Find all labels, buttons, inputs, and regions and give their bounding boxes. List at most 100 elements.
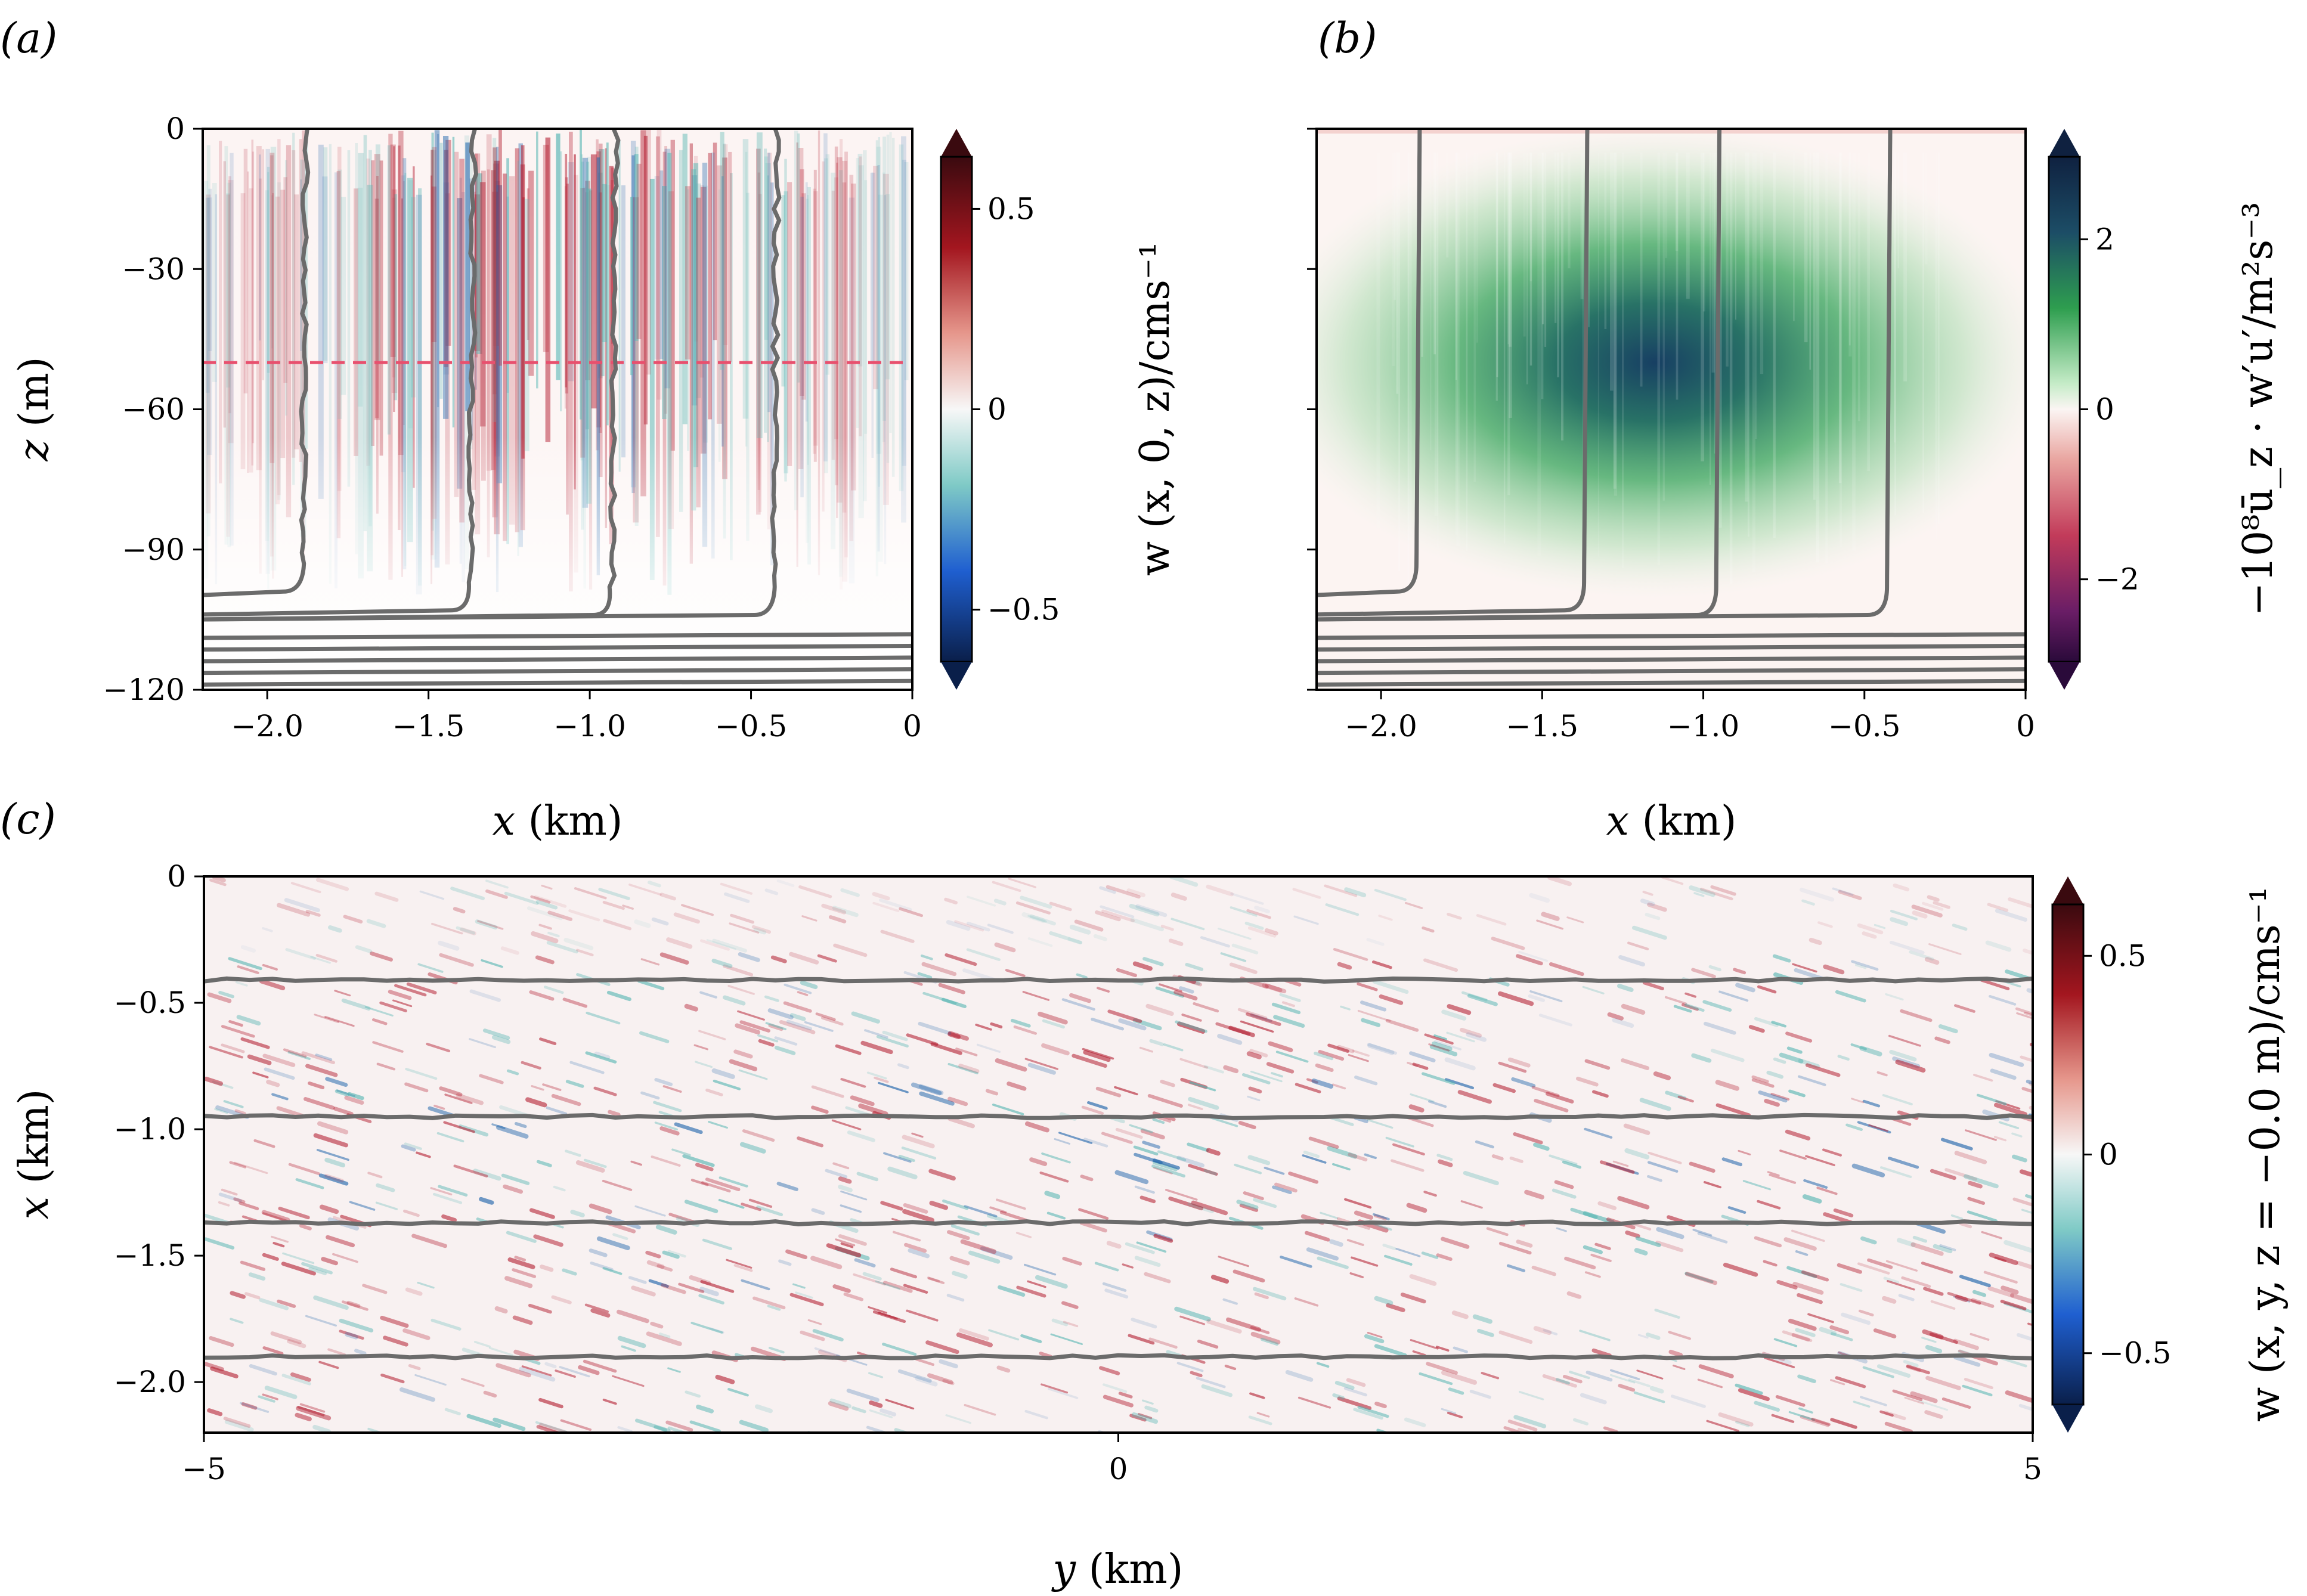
- surface-velocity-streak: [1344, 1198, 1372, 1209]
- colorbar-c-label: w (x, y, z = −0.0 m)/cms⁻¹: [2242, 887, 2289, 1422]
- surface-velocity-streak: [1924, 1410, 1943, 1419]
- surface-velocity-streak: [207, 992, 232, 1003]
- flux-streak: [1657, 153, 1661, 565]
- flux-streak: [1376, 153, 1380, 528]
- isopycnal-contour: [203, 667, 912, 675]
- surface-velocity-streak: [1668, 1331, 1692, 1340]
- surface-velocity-streak: [1788, 1318, 1817, 1331]
- surface-velocity-streak: [244, 1292, 261, 1300]
- surface-velocity-streak: [831, 1119, 862, 1130]
- surface-velocity-streak: [1782, 1330, 1813, 1343]
- surface-velocity-streak: [290, 1372, 311, 1382]
- surface-velocity-streak: [1126, 888, 1145, 897]
- surface-velocity-streak: [678, 1282, 705, 1293]
- surface-velocity-streak: [637, 979, 665, 990]
- surface-velocity-streak: [1340, 1005, 1351, 1011]
- surface-velocity-streak: [1372, 980, 1409, 994]
- surface-velocity-streak: [318, 1173, 349, 1186]
- surface-velocity-streak: [1879, 1410, 1894, 1417]
- surface-velocity-streak: [1316, 1362, 1330, 1368]
- surface-velocity-streak: [1061, 998, 1095, 1011]
- surface-velocity-streak: [218, 1192, 243, 1203]
- surface-velocity-streak: [628, 1276, 647, 1284]
- panel-c-colorbar-tick-label: 0.5: [2099, 938, 2147, 973]
- surface-velocity-streak: [1990, 1068, 2017, 1080]
- flux-streak: [1867, 153, 1871, 472]
- surface-velocity-streak: [1775, 1395, 1806, 1407]
- surface-velocity-streak: [376, 1062, 396, 1071]
- flux-streak: [1922, 153, 1924, 513]
- surface-velocity-streak: [1476, 914, 1507, 926]
- surface-velocity-streak: [1128, 1334, 1155, 1345]
- surface-velocity-streak: [1246, 1051, 1262, 1059]
- flux-streak: [1662, 153, 1665, 501]
- surface-velocity-streak: [325, 1077, 348, 1087]
- surface-velocity-streak: [1950, 1214, 1964, 1220]
- surface-velocity-streak: [1518, 950, 1549, 962]
- surface-velocity-streak: [700, 939, 730, 951]
- surface-velocity-streak: [612, 1375, 645, 1387]
- surface-velocity-streak: [1840, 1282, 1863, 1293]
- surface-velocity-streak: [1190, 1371, 1203, 1378]
- surface-velocity-streak: [229, 1161, 247, 1169]
- surface-velocity-streak: [708, 1121, 728, 1129]
- surface-velocity-streak: [751, 925, 772, 934]
- surface-velocity-streak: [1049, 931, 1082, 945]
- surface-velocity-streak: [1367, 1331, 1383, 1338]
- surface-velocity-streak: [1802, 1194, 1822, 1204]
- surface-velocity-streak: [570, 1210, 585, 1217]
- panel-a-colorbar-tick-label: −0.5: [987, 593, 1060, 627]
- surface-velocity-streak: [828, 915, 847, 923]
- surface-velocity-streak: [1953, 1355, 1981, 1367]
- surface-velocity-streak: [1406, 1203, 1427, 1213]
- surface-velocity-streak: [1295, 1083, 1321, 1093]
- surface-velocity-streak: [603, 919, 632, 931]
- surface-velocity-streak: [419, 890, 445, 900]
- surface-velocity-streak: [1024, 1409, 1048, 1420]
- surface-velocity-streak: [1475, 1140, 1494, 1149]
- surface-velocity-streak: [883, 1152, 912, 1163]
- surface-velocity-streak: [2027, 1322, 2033, 1327]
- surface-velocity-streak: [927, 1373, 953, 1385]
- surface-velocity-streak: [856, 1172, 879, 1182]
- surface-velocity-streak: [1364, 1334, 1385, 1344]
- surface-velocity-streak: [1486, 1227, 1509, 1236]
- surface-velocity-streak: [699, 1287, 719, 1297]
- surface-velocity-streak: [786, 1019, 813, 1031]
- panel-c-ytick-label: 0: [167, 859, 186, 894]
- surface-velocity-streak: [1822, 1148, 1842, 1157]
- surface-velocity-streak: [1094, 1262, 1119, 1272]
- surface-velocity-streak: [1140, 1129, 1165, 1140]
- surface-velocity-streak: [2010, 1293, 2033, 1304]
- surface-velocity-streak: [1361, 1018, 1381, 1027]
- surface-velocity-streak: [1785, 1031, 1813, 1043]
- surface-velocity-streak: [1715, 1080, 1740, 1091]
- surface-velocity-streak: [949, 1256, 970, 1266]
- surface-velocity-streak: [1152, 1118, 1165, 1124]
- surface-velocity-streak: [1995, 909, 2027, 922]
- surface-velocity-streak: [1798, 1407, 1813, 1414]
- surface-velocity-streak: [811, 1208, 825, 1215]
- surface-velocity-streak: [1114, 1170, 1149, 1185]
- surface-velocity-streak: [326, 1235, 355, 1248]
- surface-velocity-streak: [1924, 957, 1940, 965]
- surface-velocity-streak: [1771, 1414, 1795, 1423]
- surface-velocity-streak: [1233, 1269, 1265, 1283]
- surface-velocity-streak: [1971, 1298, 1995, 1308]
- surface-velocity-streak: [1718, 990, 1749, 1002]
- surface-velocity-streak: [1555, 1378, 1570, 1385]
- surface-velocity-streak: [1095, 1086, 1122, 1098]
- surface-velocity-streak: [1531, 1086, 1560, 1097]
- surface-velocity-streak: [1668, 1349, 1683, 1358]
- surface-velocity-streak: [574, 887, 607, 900]
- surface-velocity-streak: [1174, 1306, 1211, 1322]
- surface-velocity-streak: [1229, 962, 1258, 974]
- surface-velocity-streak: [1134, 1185, 1155, 1194]
- surface-velocity-streak: [602, 1179, 633, 1191]
- surface-velocity-streak: [667, 1250, 686, 1258]
- surface-velocity-streak: [547, 910, 573, 921]
- surface-velocity-streak: [1972, 1290, 1987, 1297]
- surface-velocity-streak: [1097, 987, 1110, 993]
- flux-streak: [1503, 153, 1506, 544]
- surface-velocity-streak: [324, 1173, 344, 1183]
